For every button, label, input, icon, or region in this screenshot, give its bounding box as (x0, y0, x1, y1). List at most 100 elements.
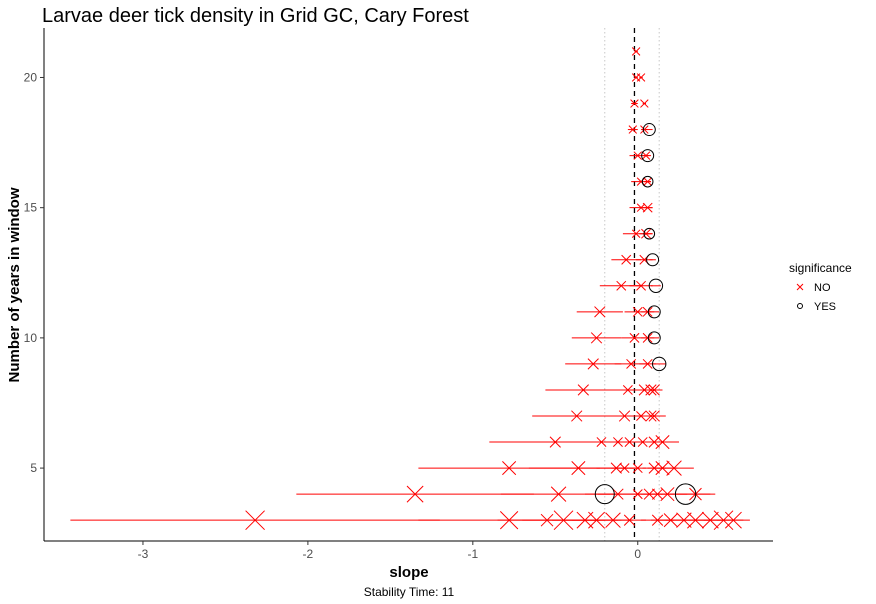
point-not-significant (641, 151, 651, 160)
point-not-significant (648, 436, 660, 448)
point-significant (641, 149, 655, 163)
x-ticks: -3 -2 -1 0 (138, 541, 641, 561)
point-not-significant (631, 229, 641, 238)
point-not-significant (571, 410, 583, 422)
point-not-significant (540, 513, 554, 527)
point-not-significant (636, 73, 646, 82)
point-not-significant (588, 511, 605, 529)
point-not-significant (643, 488, 655, 500)
point-not-significant (571, 461, 586, 476)
point-not-significant (642, 202, 653, 213)
point-not-significant (587, 358, 599, 370)
point-not-significant (648, 410, 660, 422)
point-not-significant (642, 358, 653, 369)
point-not-significant (499, 511, 519, 530)
point-significant (647, 305, 661, 319)
point-not-significant (631, 47, 641, 56)
point-not-significant (610, 462, 622, 474)
point-not-significant (648, 384, 660, 396)
point-significant (642, 123, 656, 137)
y-tick-label: 15 (24, 201, 38, 215)
point-significant (647, 331, 661, 345)
point-not-significant (628, 125, 638, 134)
point-not-significant (660, 487, 675, 502)
point-not-significant (713, 510, 734, 531)
point-not-significant (687, 511, 704, 529)
point-significant (674, 483, 697, 505)
point-not-significant (636, 203, 646, 212)
point-not-significant (621, 254, 632, 265)
point-not-significant (594, 306, 606, 318)
point-not-significant (637, 437, 648, 447)
point-not-significant (676, 512, 692, 528)
point-not-significant (623, 514, 636, 526)
point-significant (648, 278, 664, 294)
point-significant (646, 253, 660, 267)
point-not-significant (616, 280, 627, 291)
point-not-significant (245, 510, 265, 531)
point-not-significant (666, 460, 682, 476)
point-not-significant (641, 228, 651, 239)
point-not-significant (640, 99, 649, 108)
y-tick-label: 5 (30, 461, 37, 475)
legend-label: NO (814, 282, 831, 294)
axes (43, 28, 773, 542)
point-not-significant (590, 332, 603, 344)
y-ticks: 5 10 15 20 (24, 70, 44, 475)
point-not-significant (724, 511, 742, 529)
point-not-significant (655, 461, 670, 476)
point-not-significant (577, 384, 589, 396)
legend-symbol-circle (797, 303, 803, 309)
point-not-significant (619, 463, 630, 474)
point-not-significant (701, 511, 719, 529)
legend-symbol-x (796, 283, 804, 291)
point-not-significant (663, 513, 678, 528)
point-not-significant (576, 511, 594, 529)
point-not-significant (642, 306, 653, 317)
point-not-significant (640, 125, 649, 134)
reference-lines (604, 28, 660, 541)
y-tick-label: 20 (24, 70, 38, 84)
x-tick-label: 0 (634, 547, 641, 561)
point-not-significant (630, 99, 639, 108)
point-not-significant (553, 510, 574, 531)
point-not-significant (626, 358, 637, 369)
x-axis-title: slope (389, 564, 428, 581)
point-not-significant (632, 463, 643, 474)
point-not-significant (633, 151, 643, 160)
x-tick-label: -2 (303, 547, 314, 561)
data-points (245, 47, 742, 531)
point-significant (641, 175, 654, 188)
x-tick-label: -3 (138, 547, 149, 561)
chart-title: Larvae deer tick density in Grid GC, Car… (42, 5, 469, 27)
point-not-significant (632, 489, 643, 500)
point-not-significant (645, 384, 657, 396)
point-not-significant (549, 436, 561, 448)
point-not-significant (629, 332, 640, 343)
point-not-significant (642, 332, 653, 343)
point-not-significant (636, 177, 646, 186)
point-not-significant (406, 485, 424, 503)
point-significant (643, 227, 656, 240)
point-not-significant (651, 514, 664, 526)
point-not-significant (655, 434, 670, 450)
point-not-significant (613, 437, 623, 447)
legend: significance NO YES (789, 261, 852, 313)
point-significant (651, 356, 667, 372)
point-not-significant (624, 437, 635, 447)
point-not-significant (622, 385, 633, 395)
point-not-significant (618, 410, 631, 422)
point-not-significant (632, 306, 643, 317)
legend-label: YES (814, 301, 836, 313)
point-not-significant (648, 462, 660, 474)
y-tick-label: 10 (24, 331, 38, 345)
point-not-significant (612, 488, 624, 500)
chart-caption: Stability Time: 11 (364, 585, 455, 599)
point-significant (594, 484, 615, 505)
error-bars (70, 50, 750, 521)
point-not-significant (651, 488, 664, 500)
x-tick-label: -1 (467, 547, 478, 561)
point-not-significant (605, 512, 621, 528)
point-not-significant (596, 437, 607, 447)
